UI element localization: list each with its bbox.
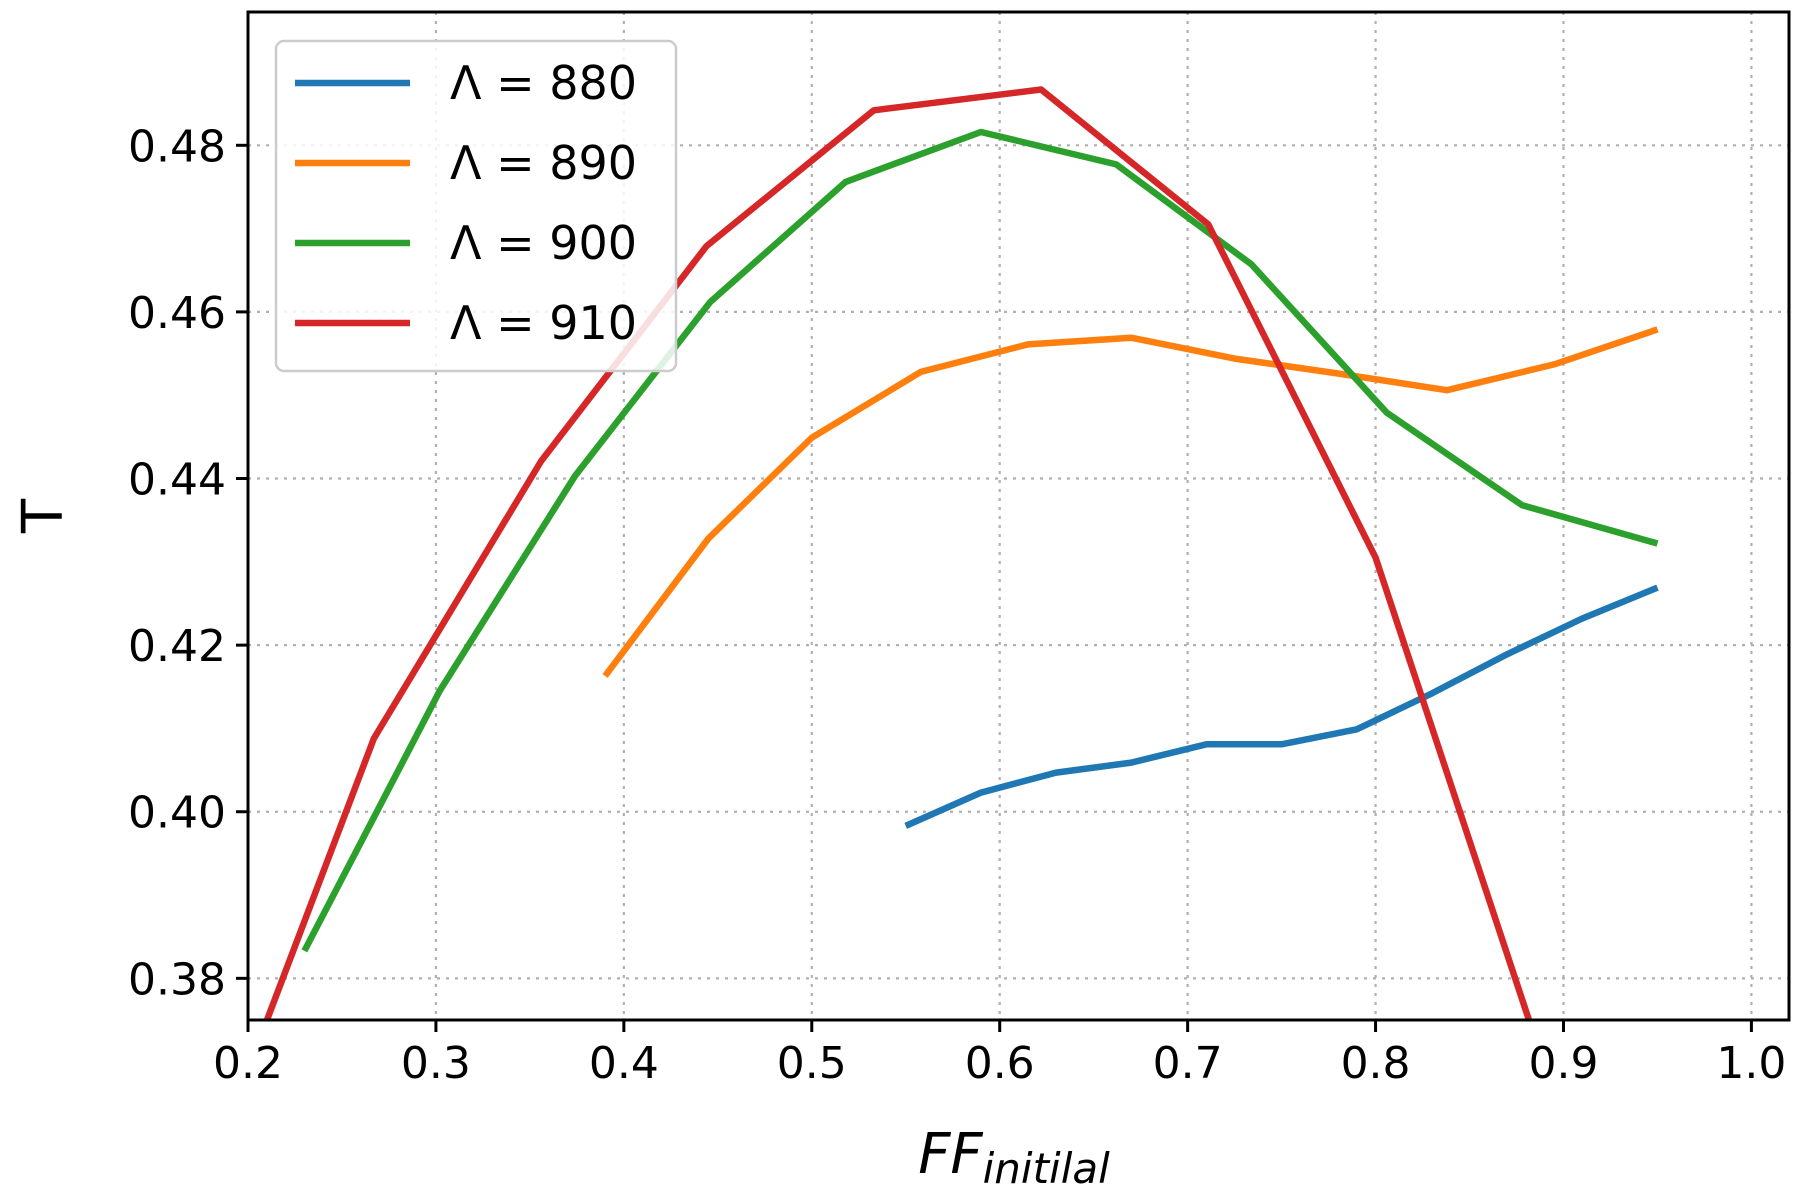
x-tick-label: 0.6 <box>965 1038 1035 1089</box>
x-axis-title-main: FF <box>918 1122 983 1187</box>
grid <box>246 12 1789 1020</box>
y-tick-label: 0.38 <box>128 954 226 1005</box>
legend-label-0: Λ = 880 <box>450 56 637 110</box>
y-tick-label: 0.46 <box>128 288 226 339</box>
y-tick-label: 0.44 <box>128 455 226 506</box>
legend-label-3: Λ = 910 <box>450 296 637 350</box>
x-axis-title-subscript: initilal <box>983 1144 1111 1193</box>
plot-frame <box>246 10 1791 1022</box>
legend-label-1: Λ = 890 <box>450 136 637 190</box>
series-line-2 <box>301 128 1659 953</box>
y-tick-label: 0.42 <box>128 621 226 672</box>
axis-ticks: 0.2 0.3 0.4 0.5 0.6 0.7 0.8 0.9 1.0 0.38 0.40 0.42 0… <box>128 121 1786 1089</box>
legend-label-2: Λ = 900 <box>450 216 637 270</box>
series-line-1 <box>602 326 1659 678</box>
series-lines <box>263 86 1659 1020</box>
y-tick-label: 0.40 <box>128 788 226 839</box>
x-tick-label: 0.5 <box>777 1038 847 1089</box>
x-tick-label: 0.4 <box>589 1038 659 1089</box>
x-tick-label: 0.7 <box>1153 1038 1223 1089</box>
x-tick-label: 0.2 <box>213 1038 283 1089</box>
x-tick-label: 1.0 <box>1716 1038 1786 1089</box>
series-line-3 <box>263 86 1533 1020</box>
legend-box <box>274 39 678 373</box>
x-tick-label: 0.8 <box>1341 1038 1411 1089</box>
y-tick-label: 0.48 <box>128 121 226 172</box>
x-tick-label: 0.3 <box>401 1038 471 1089</box>
x-tick-label: 0.9 <box>1528 1038 1598 1089</box>
y-axis-title: T <box>11 498 76 534</box>
legend: Λ = 880 Λ = 890 Λ = 900 Λ = 910 <box>274 39 678 373</box>
x-axis-title: FFinitilal <box>918 1122 1110 1193</box>
series-line-0 <box>904 584 1659 829</box>
